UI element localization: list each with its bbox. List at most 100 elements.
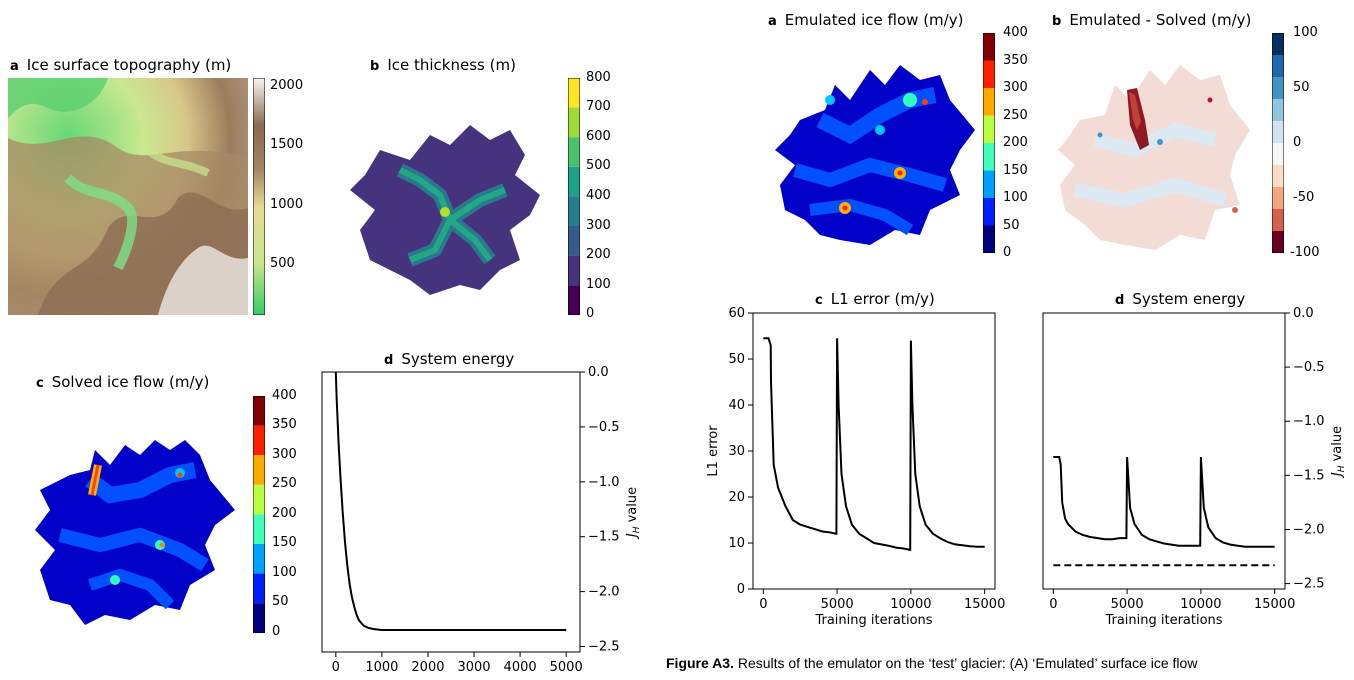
y-tick-label: 50 bbox=[728, 352, 745, 367]
y-axis-label: L1 error bbox=[706, 425, 721, 477]
cb-tick: 300 bbox=[586, 218, 611, 233]
cb-tick: 50 bbox=[1293, 80, 1310, 95]
right-a-title: a Emulated ice flow (m/y) bbox=[768, 11, 964, 29]
cb-tick: 400 bbox=[586, 188, 611, 203]
caption-text: Results of the emulator on the ‘test’ gl… bbox=[733, 655, 1198, 671]
series-line bbox=[1053, 456, 1275, 548]
y-tick-label: 40 bbox=[728, 398, 745, 413]
y-tick-label: −2.5 bbox=[1293, 577, 1325, 592]
y-tick-label: 60 bbox=[728, 306, 745, 321]
y-tick-label: −1.5 bbox=[1293, 468, 1325, 483]
solved-ice-flow-map bbox=[35, 440, 235, 625]
right-c-title: c L1 error (m/y) bbox=[815, 290, 935, 308]
cb-tick: 50 bbox=[1003, 218, 1020, 233]
y-tick-label: 10 bbox=[728, 536, 745, 551]
difference-colorbar bbox=[1272, 33, 1284, 253]
caption-label: Figure A3. bbox=[666, 655, 734, 671]
y-tick-label: 0 bbox=[737, 582, 745, 597]
cb-tick: 250 bbox=[1003, 108, 1028, 123]
cb-tick: 600 bbox=[586, 129, 611, 144]
difference-map bbox=[1058, 65, 1250, 250]
cb-tick: 800 bbox=[586, 70, 611, 85]
cb-tick: 200 bbox=[1003, 135, 1028, 150]
plot-frame bbox=[1042, 312, 1286, 590]
x-tick-label: 5000 bbox=[550, 660, 583, 675]
x-tick-label: 0 bbox=[1049, 597, 1057, 612]
cb-tick: 200 bbox=[586, 247, 611, 262]
left-system-energy-chart: 0 1000 2000 3000 4000 5000 0.0 −0.5 −1.0 −1.5 −2.0… bbox=[321, 365, 642, 675]
x-tick-label: 10000 bbox=[1180, 597, 1221, 612]
plot-frame bbox=[321, 371, 581, 653]
plot-frame bbox=[752, 312, 996, 590]
x-tick-label: 15000 bbox=[1254, 597, 1295, 612]
y-tick-label: −1.0 bbox=[588, 475, 620, 490]
cb-tick: 250 bbox=[272, 476, 297, 491]
y-tick-label: 0.0 bbox=[1293, 306, 1314, 321]
cb-tick: 700 bbox=[586, 99, 611, 114]
cb-tick: 500 bbox=[270, 256, 295, 271]
cb-tick: 350 bbox=[272, 417, 297, 432]
y-tick-label: −1.0 bbox=[1293, 414, 1325, 429]
cb-tick: -100 bbox=[1290, 245, 1320, 260]
ice-thickness-map bbox=[350, 125, 540, 295]
y-axis-label: JH value bbox=[1330, 426, 1347, 479]
x-tick-label: 4000 bbox=[504, 660, 537, 675]
x-tick-label: 15000 bbox=[964, 597, 1005, 612]
y-tick-label: −1.5 bbox=[588, 530, 620, 545]
solved-flow-colorbar bbox=[253, 396, 265, 633]
thickness-colorbar bbox=[568, 78, 580, 315]
right-system-energy-chart: 0 5000 10000 15000 0.0 −0.5 −1.0 −1.5 −2.0 −2.5 Tr… bbox=[1042, 306, 1347, 628]
y-tick-label: 0.0 bbox=[588, 365, 609, 380]
x-tick-label: 2000 bbox=[411, 660, 444, 675]
x-tick-label: 1000 bbox=[365, 660, 398, 675]
cb-tick: 0 bbox=[1293, 135, 1302, 150]
right-b-title: b Emulated - Solved (m/y) bbox=[1052, 11, 1252, 29]
series-line bbox=[763, 337, 985, 552]
y-tick-label: −0.5 bbox=[588, 420, 620, 435]
cb-tick: 1500 bbox=[270, 137, 304, 152]
l1-error-chart: 0 5000 10000 15000 0 10 20 30 40 50 60 Training ite… bbox=[706, 306, 1005, 628]
x-axis-label: Training iterations bbox=[814, 613, 932, 628]
cb-tick: 300 bbox=[1003, 80, 1028, 95]
x-tick-label: 5000 bbox=[821, 597, 854, 612]
cb-tick: 0 bbox=[272, 624, 281, 639]
series-line bbox=[334, 372, 567, 631]
x-tick-label: 0 bbox=[759, 597, 767, 612]
left-a-title: a Ice surface topography (m) bbox=[10, 56, 232, 74]
x-tick-label: 0 bbox=[332, 660, 340, 675]
cb-tick: 100 bbox=[272, 565, 297, 580]
right-d-title: d System energy bbox=[1115, 290, 1246, 308]
cb-tick: -50 bbox=[1293, 190, 1315, 205]
y-tick-label: −2.0 bbox=[588, 585, 620, 600]
topography-colorbar bbox=[253, 78, 265, 315]
cb-tick: 350 bbox=[1003, 53, 1028, 68]
y-tick-label: 20 bbox=[728, 490, 745, 505]
x-tick-label: 5000 bbox=[1111, 597, 1144, 612]
cb-tick: 100 bbox=[1003, 190, 1028, 205]
cb-tick: 500 bbox=[586, 158, 611, 173]
y-tick-label: −0.5 bbox=[1293, 360, 1325, 375]
y-axis-label: JH value bbox=[625, 487, 642, 540]
x-axis-label: Training iterations bbox=[1104, 613, 1222, 628]
cb-tick: 0 bbox=[1003, 245, 1012, 260]
cb-tick: 100 bbox=[586, 277, 611, 292]
y-tick-label: −2.0 bbox=[1293, 522, 1325, 537]
cb-tick: 400 bbox=[272, 388, 297, 403]
y-tick-label: −2.5 bbox=[588, 640, 620, 655]
emulated-ice-flow-map bbox=[775, 65, 975, 245]
cb-tick: 0 bbox=[586, 306, 595, 321]
figure-caption: Figure A3. Results of the emulator on th… bbox=[666, 655, 1197, 671]
cb-tick: 2000 bbox=[270, 78, 304, 93]
cb-tick: 100 bbox=[1293, 25, 1318, 40]
topography-map bbox=[8, 78, 248, 315]
left-b-title: b Ice thickness (m) bbox=[370, 56, 516, 74]
cb-tick: 150 bbox=[1003, 163, 1028, 178]
x-tick-label: 10000 bbox=[890, 597, 931, 612]
cb-tick: 150 bbox=[272, 535, 297, 550]
left-d-title: d System energy bbox=[384, 350, 515, 368]
cb-tick: 1000 bbox=[270, 197, 304, 212]
cb-tick: 200 bbox=[272, 506, 297, 521]
cb-tick: 50 bbox=[272, 594, 289, 609]
cb-tick: 300 bbox=[272, 447, 297, 462]
emulated-flow-colorbar bbox=[983, 33, 995, 253]
